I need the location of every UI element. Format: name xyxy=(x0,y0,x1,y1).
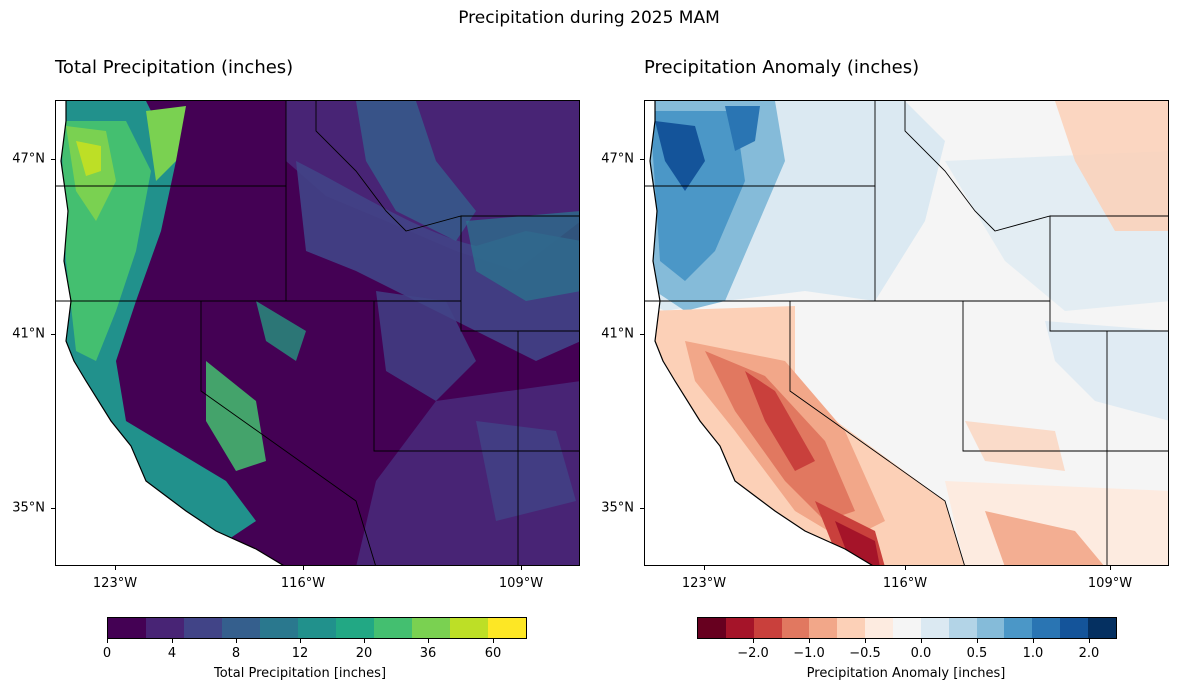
colorbar-segment xyxy=(1060,618,1089,638)
colorbar-segment xyxy=(753,618,782,638)
y-tick-label: 35°N xyxy=(601,500,634,516)
y-tick-label: 41°N xyxy=(601,326,634,342)
colorbar-segment xyxy=(450,618,488,638)
colorbar-tick-label: 4 xyxy=(167,646,177,661)
x-tick-label: 116°W xyxy=(280,576,326,591)
precip-map xyxy=(55,100,580,566)
colorbar-segment xyxy=(1088,618,1116,638)
colorbar-tick-label: 8 xyxy=(231,646,241,661)
colorbar-segment xyxy=(948,618,977,638)
colorbar-segment xyxy=(374,618,412,638)
y-tick-label: 41°N xyxy=(12,326,45,342)
colorbar-total xyxy=(107,617,527,639)
colorbar-tick-mark xyxy=(107,639,108,643)
x-tick-label: 116°W xyxy=(882,576,928,591)
panel-title: Precipitation Anomaly (inches) xyxy=(644,57,920,78)
colorbar-tick-label: 12 xyxy=(291,646,309,661)
colorbar-segment xyxy=(184,618,222,638)
colorbar-tick-label: 1.0 xyxy=(1022,646,1044,661)
colorbar-tick-label: −1.0 xyxy=(793,646,825,661)
x-tick-label: 109°W xyxy=(1087,576,1133,591)
colorbar-segment xyxy=(260,618,298,638)
colorbar-tick-label: 36 xyxy=(419,646,437,661)
colorbar-segment xyxy=(781,618,810,638)
colorbar-tick-mark xyxy=(300,639,301,643)
colorbar-segment xyxy=(698,618,726,638)
colorbar-tick-label: 20 xyxy=(355,646,373,661)
x-tick-label: 123°W xyxy=(681,576,727,591)
colorbar-segment xyxy=(222,618,260,638)
colorbar-tick-label: −0.5 xyxy=(849,646,881,661)
colorbar-tick-mark xyxy=(977,639,978,643)
colorbar-segment xyxy=(298,618,336,638)
colorbar-tick-mark xyxy=(493,639,494,643)
colorbar-segment xyxy=(336,618,374,638)
colorbar-tick-label: 2.0 xyxy=(1078,646,1100,661)
colorbar-tick-mark xyxy=(1033,639,1034,643)
colorbar-label: Total Precipitation [inches] xyxy=(213,666,387,681)
colorbar-tick-mark xyxy=(364,639,365,643)
panel-title: Total Precipitation (inches) xyxy=(55,57,294,78)
colorbar-tick-mark xyxy=(921,639,922,643)
colorbar-tick-mark xyxy=(236,639,237,643)
colorbar-segment xyxy=(865,618,894,638)
colorbar-tick-label: 60 xyxy=(484,646,502,661)
colorbar-tick-mark xyxy=(809,639,810,643)
colorbar-segment xyxy=(488,618,526,638)
colorbar-segment xyxy=(108,618,146,638)
y-tick-label: 35°N xyxy=(12,500,45,516)
colorbar-tick-mark xyxy=(753,639,754,643)
x-tick-label: 109°W xyxy=(498,576,544,591)
colorbar-segment xyxy=(412,618,450,638)
colorbar-segment xyxy=(920,618,949,638)
colorbar-tick-label: 0.5 xyxy=(966,646,988,661)
colorbar-tick-label: 0 xyxy=(102,646,112,661)
colorbar-segment xyxy=(837,618,866,638)
colorbar-label: Precipitation Anomaly [inches] xyxy=(806,666,1006,681)
colorbar-tick-label: 0.0 xyxy=(910,646,932,661)
colorbar-segment xyxy=(976,618,1005,638)
colorbar-tick-label: −2.0 xyxy=(737,646,769,661)
colorbar-segment xyxy=(1032,618,1061,638)
colorbar-tick-mark xyxy=(865,639,866,643)
colorbar-segment xyxy=(809,618,838,638)
colorbar-segment xyxy=(1004,618,1033,638)
y-tick-label: 47°N xyxy=(12,151,45,167)
x-tick-label: 123°W xyxy=(92,576,138,591)
colorbar-tick-mark xyxy=(172,639,173,643)
colorbar-segment xyxy=(893,618,921,638)
colorbar-segment xyxy=(146,618,184,638)
colorbar-tick-mark xyxy=(428,639,429,643)
colorbar-anomaly xyxy=(697,617,1117,639)
anomaly-map xyxy=(644,100,1169,566)
figure-title: Precipitation during 2025 MAM xyxy=(458,8,720,28)
colorbar-segment xyxy=(725,618,754,638)
y-tick-label: 47°N xyxy=(601,151,634,167)
colorbar-tick-mark xyxy=(1089,639,1090,643)
